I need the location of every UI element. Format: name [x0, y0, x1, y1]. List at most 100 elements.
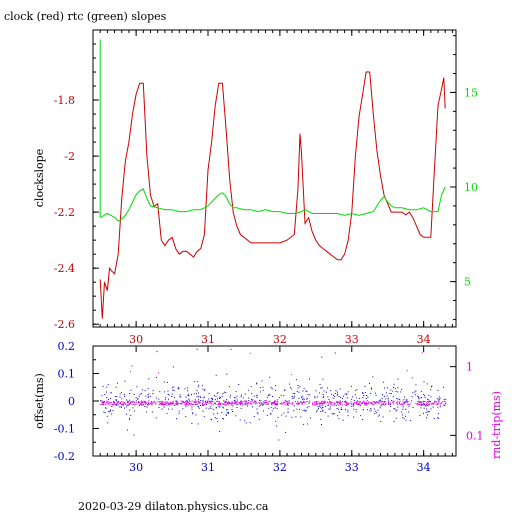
- rndtrip-point: [274, 403, 276, 405]
- rndtrip-point: [417, 404, 419, 406]
- rndtrip-point: [266, 401, 268, 403]
- rndtrip-point: [108, 402, 110, 404]
- offset-point: [415, 384, 417, 386]
- rndtrip-point: [275, 404, 277, 406]
- offset-point: [195, 404, 197, 405]
- rndtrip-point: [316, 403, 318, 405]
- offset-point: [347, 415, 349, 417]
- offset-point: [417, 395, 419, 397]
- rndtrip-point: [185, 404, 187, 406]
- offset-point: [263, 402, 265, 404]
- rndtrip-point: [176, 403, 178, 404]
- rndtrip-point: [312, 401, 314, 403]
- offset-point: [107, 422, 109, 424]
- offset-point: [419, 397, 421, 399]
- rndtrip-point: [392, 401, 394, 403]
- rndtrip-point: [364, 403, 366, 404]
- rndtrip-point: [161, 402, 163, 404]
- rndtrip-point: [337, 403, 339, 405]
- offset-point: [137, 398, 139, 400]
- offset-point: [196, 393, 197, 395]
- rndtrip-point: [153, 401, 154, 403]
- offset-point: [166, 382, 168, 383]
- rndtrip-point: [184, 402, 186, 404]
- rndtrip-point: [398, 402, 400, 404]
- rndtrip-point: [112, 404, 114, 406]
- offset-point: [343, 395, 345, 397]
- offset-point: [394, 408, 396, 410]
- rndtrip-point: [344, 401, 346, 403]
- offset-point: [136, 398, 138, 400]
- rndtrip-point: [277, 402, 279, 404]
- offset-point: [131, 365, 133, 367]
- offset-point: [227, 413, 229, 414]
- offset-point: [393, 386, 394, 388]
- offset-point: [208, 408, 210, 410]
- rndtrip-point: [322, 401, 324, 403]
- offset-point: [287, 411, 289, 413]
- rndtrip-point: [219, 402, 221, 404]
- offset-point: [173, 390, 175, 392]
- rndtrip-point: [326, 401, 328, 403]
- offset-point: [443, 386, 444, 388]
- offset-point: [445, 399, 447, 400]
- offset-point: [283, 395, 285, 396]
- rndtrip-point: [246, 401, 248, 403]
- offset-point: [347, 391, 349, 393]
- rndtrip-point: [393, 400, 395, 402]
- rndtrip-point: [233, 402, 235, 404]
- offset-point: [133, 434, 135, 436]
- rndtrip-point: [251, 403, 253, 405]
- offset-point: [332, 397, 334, 399]
- rndtrip-point: [442, 404, 444, 406]
- rndtrip-point: [263, 404, 264, 405]
- rndtrip-point: [322, 403, 323, 405]
- slope-x-tick-label: 34: [417, 333, 431, 346]
- offset-point: [329, 406, 331, 408]
- rndtrip-point: [179, 402, 181, 404]
- offset-point: [182, 408, 184, 410]
- rndtrip-point: [294, 401, 296, 402]
- offset-point: [292, 392, 294, 394]
- offset-point: [369, 382, 370, 384]
- offset-point: [266, 415, 268, 416]
- rndtrip-point: [388, 401, 389, 403]
- offset-point: [387, 387, 389, 389]
- offset-point: [321, 356, 323, 358]
- offset-point: [295, 379, 297, 381]
- offset-point: [292, 396, 294, 398]
- offset-point: [187, 387, 189, 389]
- offset-point: [275, 420, 277, 422]
- offset-point: [333, 394, 334, 396]
- rndtrip-point: [251, 400, 253, 402]
- offset-point: [110, 397, 112, 399]
- rndtrip-point: [242, 400, 244, 402]
- rndtrip-point: [319, 402, 321, 404]
- offset-point: [187, 390, 189, 392]
- offset-point: [402, 417, 404, 419]
- rndtrip-y-label: rnd-trip(ms): [490, 391, 503, 459]
- offset-point: [212, 401, 214, 403]
- rndtrip-point: [432, 402, 434, 404]
- rndtrip-point: [358, 403, 360, 404]
- offset-point: [436, 398, 438, 400]
- rndtrip-point: [177, 402, 178, 404]
- slope-plot-frame: [92, 29, 457, 328]
- rndtrip-point: [105, 400, 107, 402]
- offset-point: [179, 394, 181, 396]
- rndtrip-point: [405, 401, 407, 402]
- slope-y-label: clockslope: [33, 149, 46, 207]
- rndtrip-point: [372, 404, 374, 405]
- rndtrip-point: [198, 402, 200, 403]
- rndtrip-point: [139, 403, 141, 405]
- rndtrip-point: [338, 404, 340, 406]
- offset-point: [192, 412, 194, 414]
- rndtrip-point: [185, 401, 187, 402]
- rndtrip-point: [276, 403, 278, 405]
- rndtrip-point: [357, 400, 359, 402]
- rndtrip-point: [321, 400, 323, 402]
- offset-point: [141, 389, 143, 391]
- offset-point: [112, 410, 114, 412]
- offset-point: [126, 399, 128, 401]
- offset-point: [244, 420, 246, 422]
